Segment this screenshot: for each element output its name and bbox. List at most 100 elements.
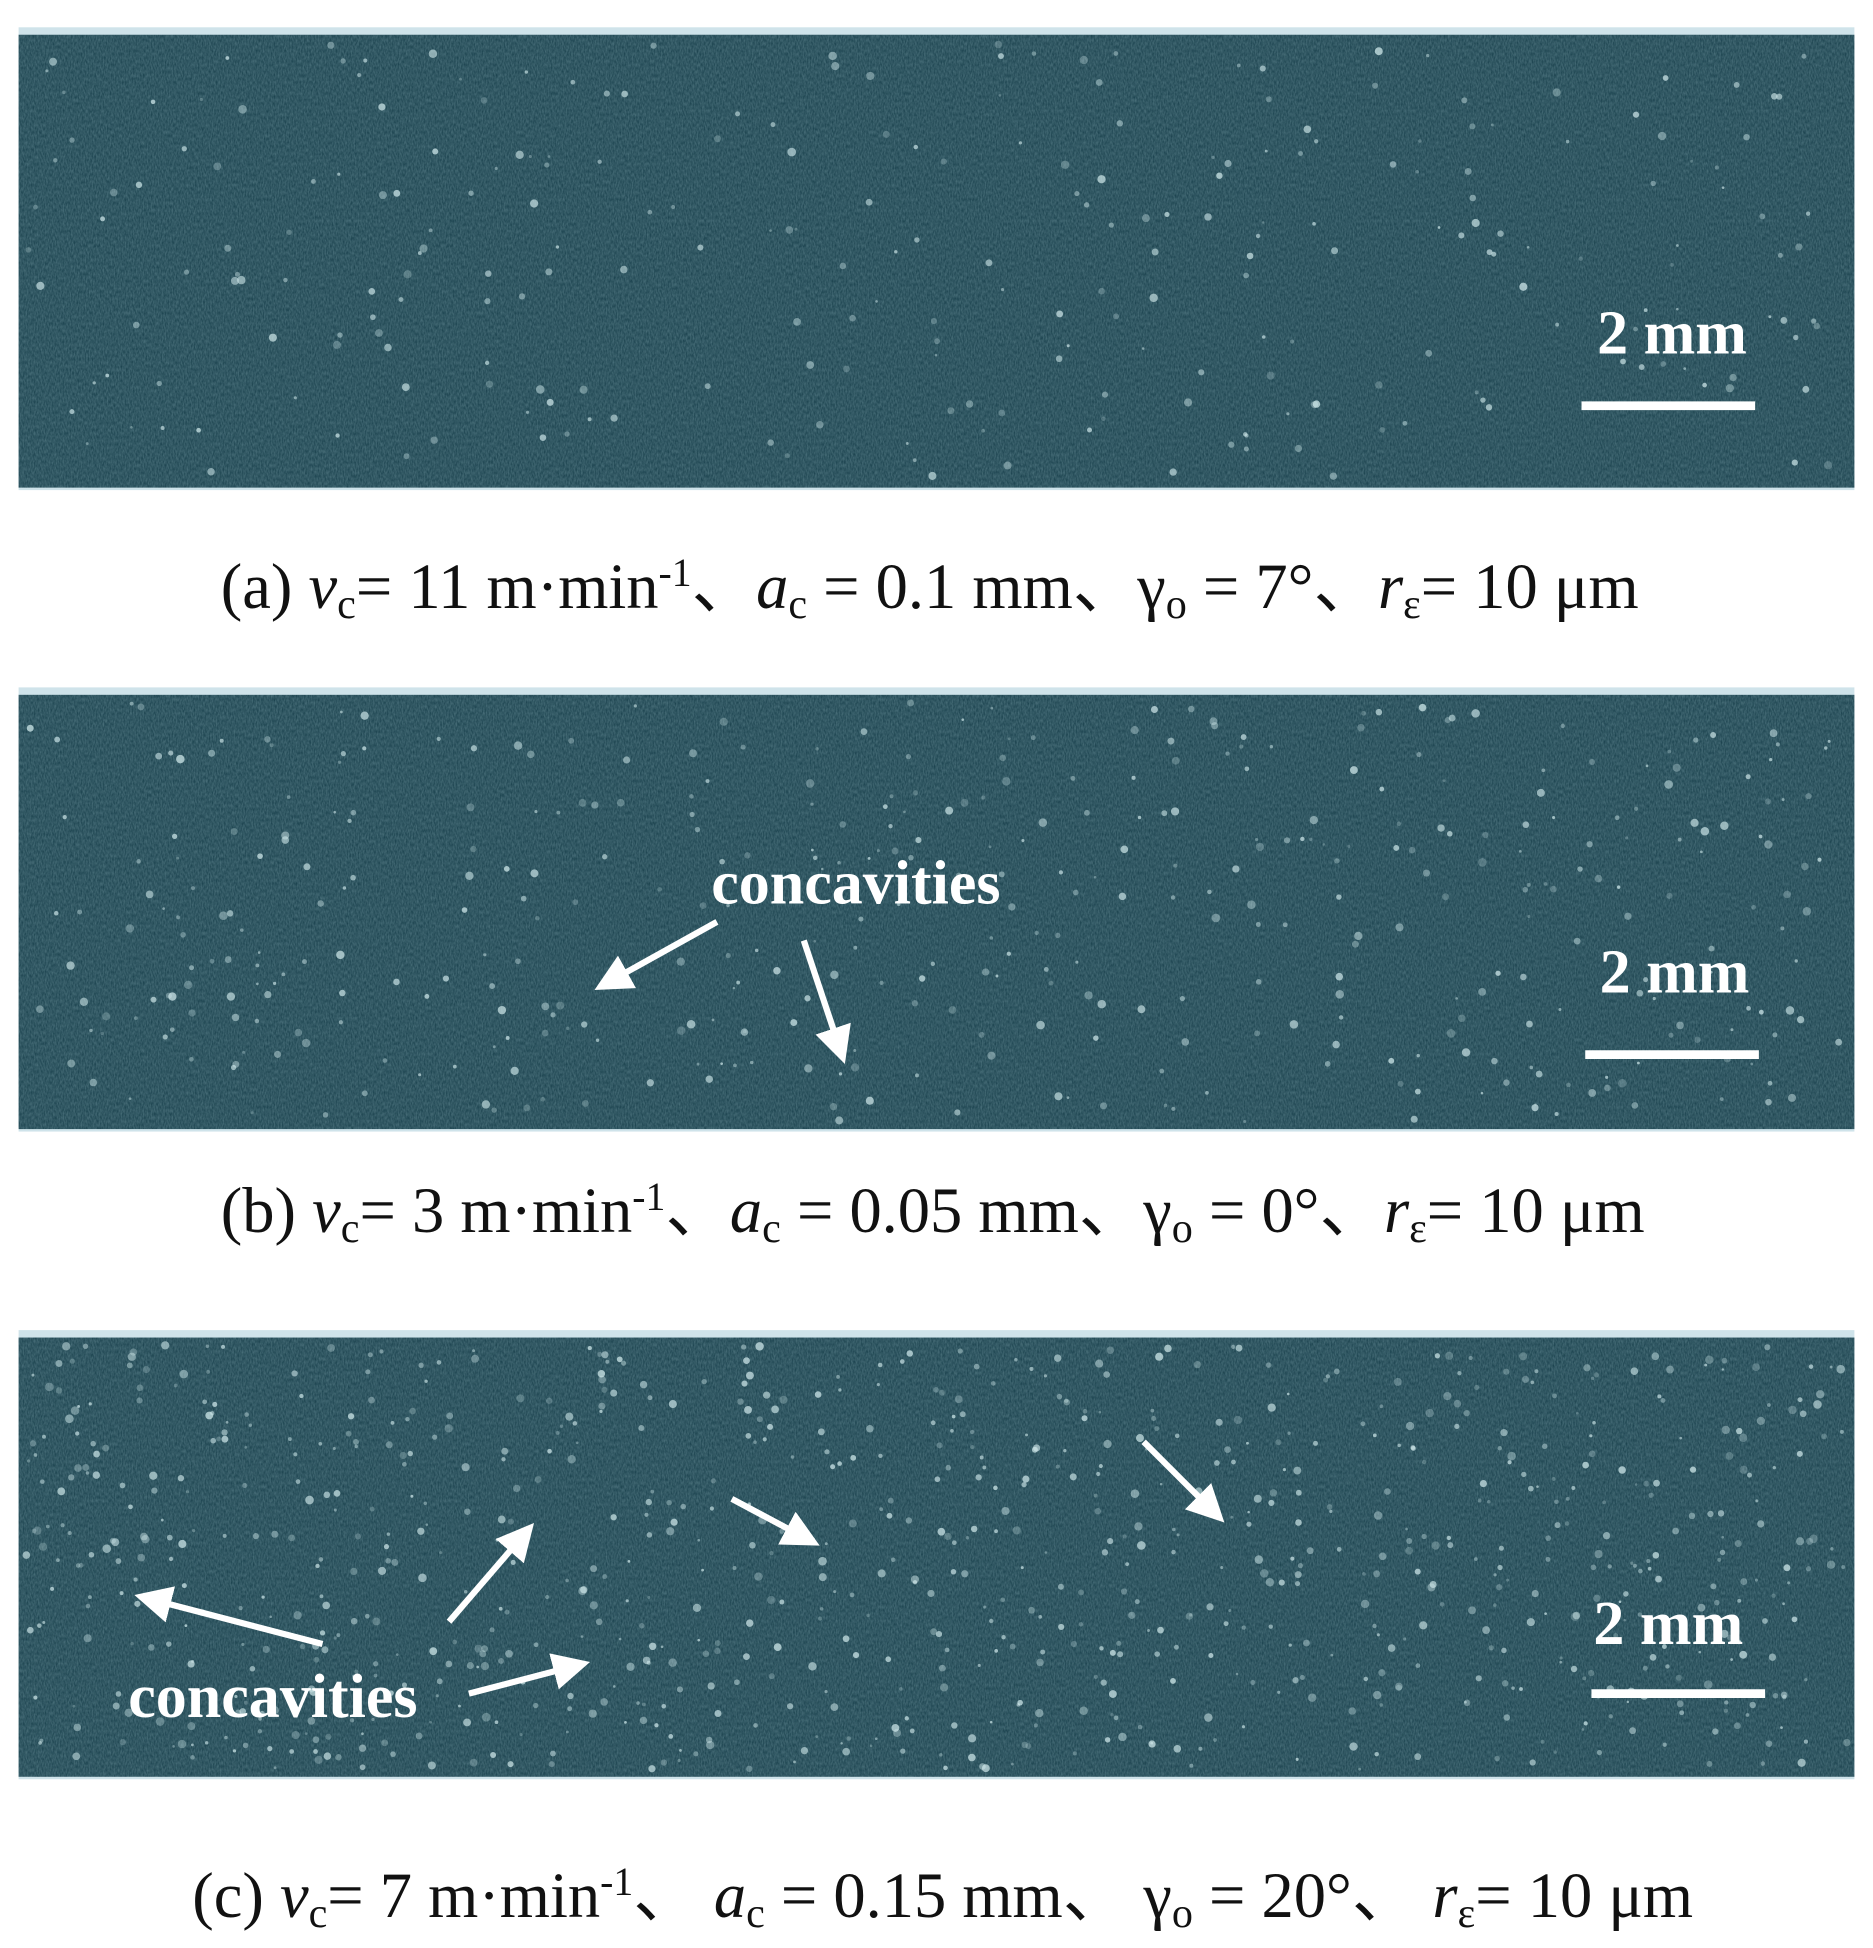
speckle xyxy=(187,1660,195,1668)
speckle xyxy=(945,806,954,815)
speckle xyxy=(943,1765,948,1771)
speckle xyxy=(1384,1488,1391,1495)
speckle xyxy=(744,852,751,859)
speckle xyxy=(940,1683,949,1692)
speckle xyxy=(771,1405,779,1414)
speckle xyxy=(646,1532,653,1538)
speckle xyxy=(384,343,392,352)
speckle xyxy=(707,1682,715,1690)
speckle xyxy=(241,1642,245,1647)
speckle xyxy=(470,845,477,853)
speckle xyxy=(1559,1656,1563,1660)
speckle xyxy=(1079,55,1089,65)
speckle xyxy=(283,277,288,283)
speckle xyxy=(1070,1640,1078,1648)
speckle xyxy=(1788,1405,1797,1415)
speckle xyxy=(1069,1473,1077,1481)
speckle xyxy=(1583,1364,1591,1372)
speckle xyxy=(109,188,118,197)
speckle xyxy=(733,1063,737,1068)
speckle xyxy=(403,270,412,279)
speckle xyxy=(1768,315,1772,319)
speckle xyxy=(581,1099,589,1107)
speckle xyxy=(1265,1578,1275,1587)
speckle xyxy=(934,1476,941,1483)
speckle xyxy=(657,887,662,892)
speckle xyxy=(373,1673,378,1678)
speckle xyxy=(773,1643,782,1652)
speckle xyxy=(377,1566,387,1575)
speckle xyxy=(1793,334,1799,341)
speckle xyxy=(1058,1623,1065,1630)
speckle xyxy=(1322,843,1326,846)
speckle xyxy=(1565,1496,1570,1501)
speckle xyxy=(1724,1700,1729,1705)
speckle xyxy=(92,1471,101,1479)
speckle xyxy=(533,1702,539,1709)
speckle xyxy=(1618,1600,1622,1604)
speckle xyxy=(994,1649,999,1653)
speckle xyxy=(1764,840,1773,849)
speckle xyxy=(1720,1629,1729,1638)
speckle xyxy=(1405,1421,1415,1431)
speckle xyxy=(1025,1743,1032,1750)
speckle xyxy=(1290,339,1295,344)
speckle xyxy=(1093,1035,1099,1041)
speckle xyxy=(1697,1603,1706,1612)
speckle xyxy=(1235,1344,1243,1352)
speckle xyxy=(53,158,58,163)
speckle xyxy=(109,1537,116,1544)
speckle xyxy=(38,1741,42,1745)
speckle xyxy=(388,1690,394,1696)
speckle xyxy=(704,383,711,390)
speckle xyxy=(830,1464,836,1470)
speckle xyxy=(602,1574,608,1580)
speckle xyxy=(1373,1570,1381,1578)
speckle xyxy=(1672,763,1681,772)
speckle xyxy=(1590,1564,1597,1571)
speckle xyxy=(1277,1690,1281,1694)
speckle xyxy=(452,1064,457,1069)
speckle xyxy=(168,750,174,756)
speckle xyxy=(295,1479,301,1484)
speckle xyxy=(1360,1599,1370,1609)
speckle xyxy=(1379,1703,1384,1707)
speckle xyxy=(1809,1534,1818,1544)
speckle xyxy=(705,1075,713,1083)
speckle xyxy=(1020,1566,1024,1570)
speckle xyxy=(147,1644,155,1651)
speckle xyxy=(1522,821,1530,829)
speckle xyxy=(970,1429,975,1435)
speckle xyxy=(510,1066,519,1075)
caption-part: 、 xyxy=(633,1860,714,1931)
speckle xyxy=(177,1739,187,1749)
speckle xyxy=(1572,1611,1581,1620)
speckle xyxy=(1303,125,1312,134)
speckle xyxy=(515,150,524,159)
speckle xyxy=(435,1694,439,1698)
speckle xyxy=(1057,1583,1064,1590)
speckle xyxy=(1389,161,1397,168)
speckle xyxy=(676,957,685,966)
speckle xyxy=(165,1695,171,1702)
speckle xyxy=(181,1583,187,1589)
speckle xyxy=(1101,391,1109,398)
speckle xyxy=(208,749,216,757)
speckle xyxy=(1098,287,1105,295)
speckle xyxy=(505,1035,510,1040)
speckle xyxy=(1676,1021,1684,1030)
speckle xyxy=(899,1359,905,1364)
speckle xyxy=(960,798,969,807)
speckle xyxy=(1583,1721,1588,1726)
speckle xyxy=(1130,1489,1140,1498)
speckle xyxy=(1589,758,1596,765)
speckle xyxy=(979,1455,984,1460)
speckle xyxy=(129,701,134,706)
speckle xyxy=(286,229,292,236)
speckle xyxy=(912,790,919,796)
speckle xyxy=(1519,850,1522,853)
speckle xyxy=(1498,1545,1504,1551)
speckle xyxy=(289,1749,295,1754)
speckle xyxy=(725,952,731,959)
speckle xyxy=(286,795,291,800)
